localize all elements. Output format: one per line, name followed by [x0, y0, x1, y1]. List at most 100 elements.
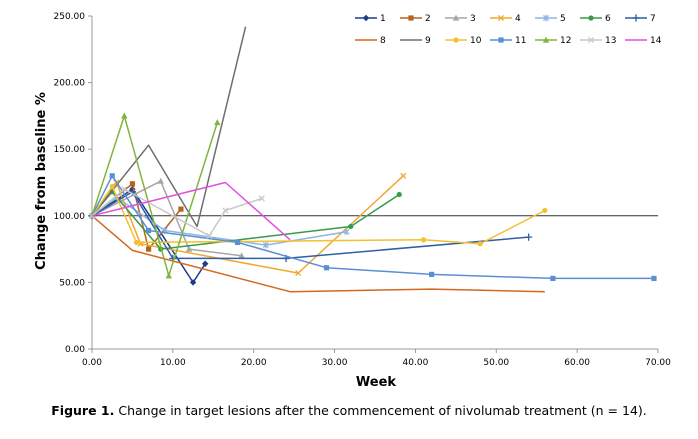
data-point-12 — [165, 272, 173, 279]
series-line-14 — [91, 181, 291, 241]
data-point-13 — [222, 207, 229, 214]
data-point-4 — [400, 172, 407, 179]
legend-label: 4 — [515, 14, 521, 24]
series-line-11 — [91, 175, 654, 280]
legend-item-5: 5 — [535, 14, 566, 24]
legend-item-8: 8 — [355, 36, 386, 46]
y-tick-label: 100.00 — [54, 212, 86, 222]
y-tick-label: 50.00 — [59, 278, 85, 288]
legend-item-6: 6 — [580, 14, 611, 24]
legend-item-9: 9 — [400, 36, 431, 46]
figure-caption-label: Figure 1. — [51, 403, 115, 418]
data-point-12 — [214, 119, 221, 126]
legend-label: 3 — [470, 14, 476, 24]
legend-label: 11 — [515, 36, 526, 46]
legend-label: 13 — [605, 36, 616, 46]
legend-marker — [632, 14, 640, 22]
legend-marker — [587, 36, 595, 44]
legend-item-1: 1 — [355, 14, 386, 24]
figure-caption-text: Change in target lesions after the comme… — [118, 403, 647, 418]
series-line-8 — [91, 215, 545, 293]
y-tick-label: 200.00 — [54, 79, 86, 89]
series-4 — [88, 172, 407, 277]
series-line-10 — [91, 185, 546, 245]
legend-item-11: 11 — [490, 36, 526, 46]
figure-caption: Figure 1. Change in target lesions after… — [0, 403, 698, 418]
y-tick-label: 0.00 — [65, 345, 85, 355]
legend-label: 5 — [560, 14, 566, 24]
legend-item-2: 2 — [400, 14, 431, 24]
x-axis-ticks: 0.00 10.00 20.00 30.00 40.00 50.00 60.00 70.00 — [82, 349, 671, 368]
series-14 — [91, 181, 291, 241]
legend-label: 8 — [380, 36, 386, 46]
data-point-12 — [121, 112, 128, 119]
data-point-3 — [185, 245, 193, 252]
legend-label: 9 — [425, 36, 431, 46]
legend-item-13: 13 — [580, 36, 616, 46]
x-tick-label: 30.00 — [322, 358, 348, 368]
legend-label: 7 — [650, 14, 656, 24]
data-point-10 — [109, 183, 115, 190]
legend-item-14: 14 — [625, 36, 662, 46]
data-point-13 — [121, 186, 128, 193]
series-line-12 — [91, 115, 219, 277]
legend-item-7: 7 — [625, 14, 656, 24]
x-tick-label: 0.00 — [82, 358, 102, 368]
legend-marker — [497, 14, 505, 22]
data-point-7 — [525, 233, 533, 241]
x-tick-label: 50.00 — [483, 358, 509, 368]
legend-label: 1 — [380, 14, 386, 24]
legend-item-12: 12 — [535, 36, 571, 46]
data-point-11 — [146, 227, 152, 234]
data-point-10 — [477, 241, 483, 247]
legend-label: 14 — [650, 36, 662, 46]
legend-label: 2 — [425, 14, 431, 24]
data-point-13 — [206, 232, 213, 239]
legend-label: 12 — [560, 36, 571, 46]
series-8 — [91, 215, 545, 293]
x-tick-label: 20.00 — [241, 358, 267, 368]
data-point-6 — [348, 223, 354, 230]
data-point-2 — [129, 181, 136, 187]
legend-item-3: 3 — [445, 14, 476, 24]
data-point-5 — [343, 228, 350, 236]
data-point-11 — [429, 271, 435, 278]
data-point-1 — [202, 260, 209, 267]
series-layer — [88, 26, 657, 293]
data-point-11 — [323, 265, 330, 271]
y-tick-label: 250.00 — [54, 12, 86, 22]
series-9 — [91, 26, 247, 228]
legend-marker — [542, 14, 550, 22]
x-axis-title: Week — [356, 375, 397, 390]
data-point-2 — [146, 246, 152, 252]
legend-item-10: 10 — [445, 36, 482, 46]
series-line-9 — [91, 26, 247, 228]
legend-marker — [542, 36, 550, 43]
legend-marker — [453, 37, 459, 43]
data-point-10 — [420, 237, 427, 243]
legend-label: 6 — [605, 14, 611, 24]
series-line-3 — [91, 180, 242, 257]
data-point-10 — [542, 207, 548, 214]
legend-marker — [452, 14, 460, 21]
legend-item-4: 4 — [490, 14, 521, 24]
legend-marker — [588, 15, 594, 21]
data-point-11 — [234, 239, 241, 246]
data-point-3 — [157, 177, 164, 184]
data-point-10 — [133, 239, 140, 246]
data-point-11 — [109, 173, 115, 179]
series-line-1 — [91, 188, 206, 284]
data-point-6 — [396, 191, 402, 198]
data-point-5 — [262, 241, 269, 249]
legend: 1 2 3 4 5 6 78 9 10 11 12 13 14 — [355, 14, 662, 46]
data-point-4 — [295, 270, 302, 277]
x-tick-label: 60.00 — [564, 358, 590, 368]
legend-marker — [362, 14, 370, 22]
y-tick-label: 150.00 — [54, 145, 86, 155]
data-point-3 — [238, 252, 245, 259]
data-point-13 — [258, 195, 265, 202]
series-10 — [89, 183, 548, 247]
x-tick-label: 10.00 — [160, 358, 186, 368]
y-axis-ticks: 0.00 50.00 100.00 150.00 200.00 250.00 — [54, 12, 92, 355]
